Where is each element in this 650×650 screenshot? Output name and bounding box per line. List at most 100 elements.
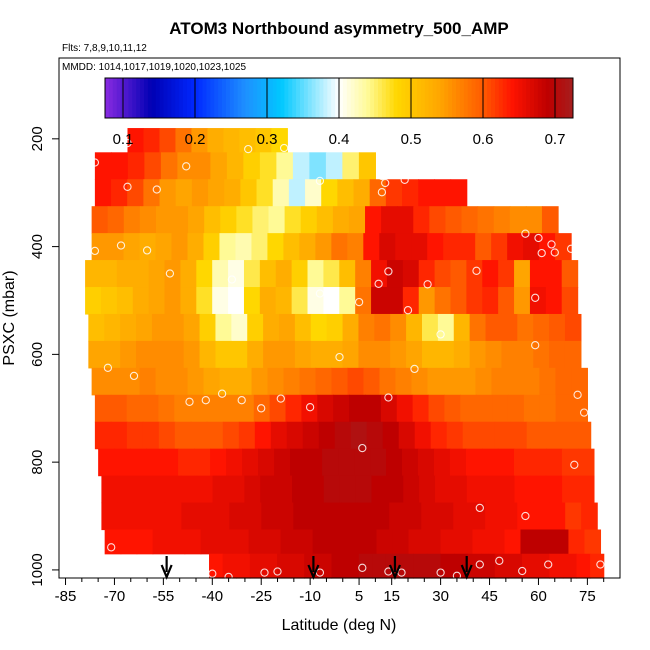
colorbar-swatch xyxy=(514,78,519,118)
heatmap-cell xyxy=(162,448,179,477)
heatmap-cell xyxy=(390,340,407,369)
heatmap-cell xyxy=(562,553,578,579)
heatmap-cell xyxy=(494,421,512,450)
heatmap-cell xyxy=(435,475,452,504)
observation-marker xyxy=(566,244,576,253)
heatmap-cell xyxy=(183,340,201,369)
heatmap-cell xyxy=(117,475,134,504)
heatmap-cell xyxy=(174,394,191,423)
y-tick-label: 800 xyxy=(29,450,46,475)
heatmap-cell xyxy=(270,421,288,450)
heatmap-cell xyxy=(449,448,467,477)
observation-marker xyxy=(90,246,100,256)
heatmap-cell xyxy=(427,233,444,261)
colorbar-swatch xyxy=(319,78,324,118)
heatmap-cell xyxy=(310,340,328,369)
heatmap-cell xyxy=(577,448,595,477)
colorbar-swatch xyxy=(346,78,352,118)
heatmap-cell xyxy=(461,206,479,234)
heatmap-cell xyxy=(584,529,602,555)
heatmap-cell xyxy=(276,475,293,504)
colorbar-swatch xyxy=(175,78,180,118)
x-tick-label: 15 xyxy=(383,588,400,605)
observation-marker xyxy=(260,568,269,577)
heatmap-cell xyxy=(180,475,198,504)
heatmap-cell xyxy=(561,260,579,288)
colorbar-swatch xyxy=(300,78,305,118)
heatmap-cell xyxy=(514,260,531,288)
heatmap-cell xyxy=(379,367,397,396)
heatmap-cell xyxy=(429,206,447,234)
x-tick-label: 75 xyxy=(579,588,596,605)
heatmap-cell xyxy=(365,206,382,234)
heatmap-cell xyxy=(199,313,217,342)
colorbar-swatch xyxy=(545,78,551,118)
heatmap-cell xyxy=(155,233,173,261)
heatmap-cell xyxy=(412,394,430,423)
heatmap-cell xyxy=(379,233,396,261)
heatmap-cell xyxy=(296,529,314,555)
heatmap-cell xyxy=(333,394,350,423)
heatmap-cell xyxy=(437,313,455,342)
heatmap-cell xyxy=(215,340,232,369)
observation-marker xyxy=(518,566,527,576)
heatmap-cell xyxy=(549,502,566,531)
observation-marker xyxy=(436,330,445,339)
heatmap-cell xyxy=(256,179,274,207)
observation-marker xyxy=(475,503,484,513)
heatmap-cell xyxy=(226,448,243,477)
heatmap-cell xyxy=(342,313,360,342)
observation-marker xyxy=(227,275,237,284)
heatmap-cell xyxy=(143,128,161,153)
heatmap-cell xyxy=(325,502,342,531)
colorbar-swatch xyxy=(171,78,176,118)
colorbar-swatch xyxy=(190,78,196,118)
heatmap-cell xyxy=(561,287,579,315)
colorbar-swatch xyxy=(362,78,367,118)
heatmap-cell xyxy=(98,448,115,477)
colorbar-swatch xyxy=(374,78,379,118)
heatmap-cell xyxy=(260,475,277,504)
x-tick-label: -40 xyxy=(201,588,223,605)
colorbar-tick-label: 0.5 xyxy=(401,131,422,148)
observation-marker xyxy=(544,560,553,569)
heatmap-cell xyxy=(376,529,394,555)
heatmap-cell xyxy=(414,421,432,450)
heatmap-cell xyxy=(533,313,550,342)
heatmap-cell xyxy=(299,233,316,261)
heatmap-cell xyxy=(539,367,556,396)
heatmap-cell xyxy=(390,313,407,342)
heatmap-cell xyxy=(243,152,261,180)
observation-marker xyxy=(237,396,246,405)
heatmap-cell xyxy=(221,394,239,423)
colorbar-swatch xyxy=(401,78,406,118)
colorbar-swatch xyxy=(420,78,426,118)
chart-title: ATOM3 Northbound asymmetry_500_AMP xyxy=(169,19,508,38)
heatmap-cell xyxy=(406,313,423,342)
observation-marker xyxy=(123,182,132,191)
heatmap-cell xyxy=(210,448,227,477)
heatmap-cell xyxy=(465,448,483,477)
heatmap-cell xyxy=(325,152,343,180)
heatmap-cell xyxy=(402,448,419,477)
heatmap-cell xyxy=(421,340,439,369)
heatmap-cell xyxy=(191,179,209,207)
heatmap-cell xyxy=(462,421,480,450)
colorbar-swatch xyxy=(506,78,512,118)
observation-marker xyxy=(273,567,282,576)
heatmap-cell xyxy=(339,475,357,504)
y-tick-label: 200 xyxy=(29,126,46,151)
heatmap-cell xyxy=(104,529,122,555)
heatmap-cell xyxy=(301,394,318,423)
heatmap-cell xyxy=(476,394,493,423)
colorbar-swatch xyxy=(413,78,418,118)
heatmap-cell xyxy=(212,260,229,288)
heatmap-cell xyxy=(578,475,595,504)
heatmap-cell xyxy=(204,206,221,234)
heatmap-cell xyxy=(123,367,141,396)
colorbar-swatch xyxy=(459,78,465,118)
heatmap-cell xyxy=(508,553,523,579)
heatmap-cell xyxy=(242,448,259,477)
heatmap-cell xyxy=(148,287,166,315)
colorbar-swatch xyxy=(444,78,449,118)
